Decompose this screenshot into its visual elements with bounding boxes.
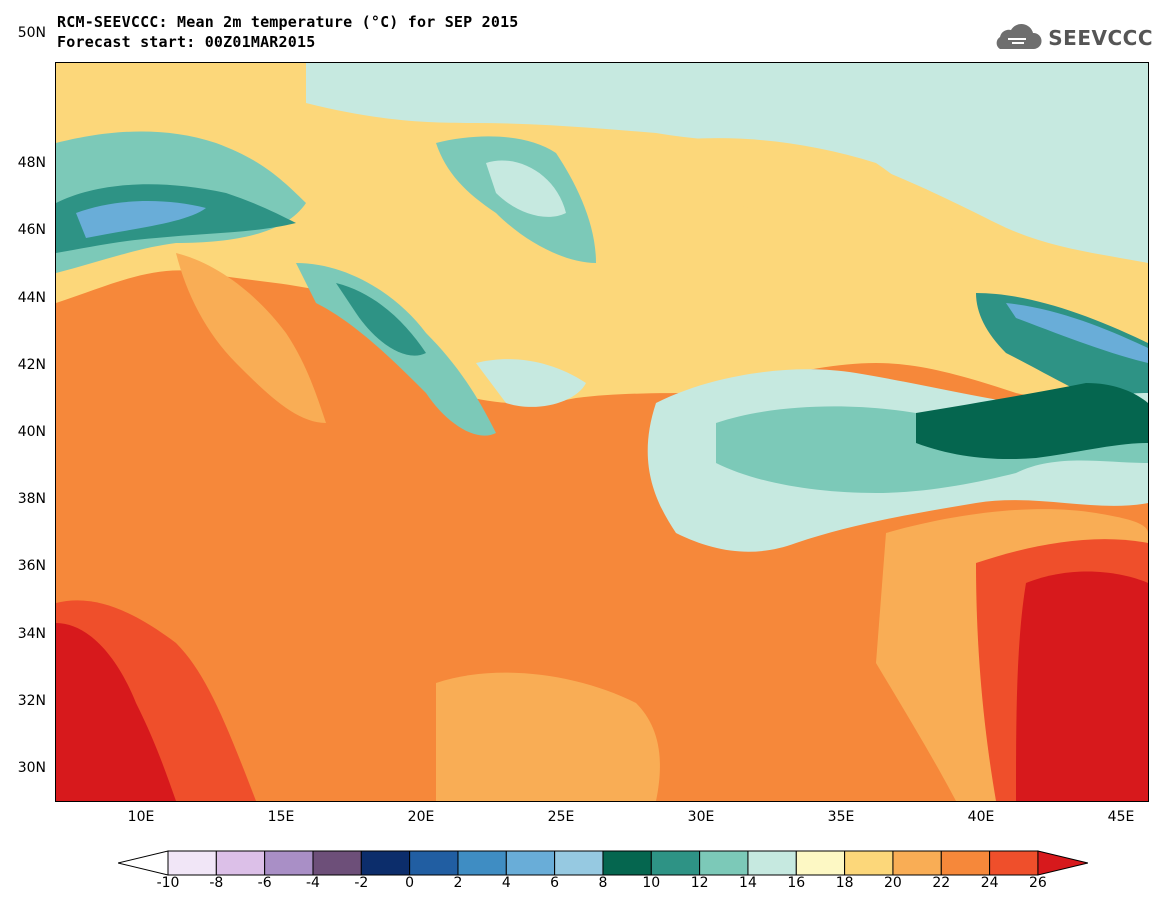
logo-text: SEEVCCC [1048, 26, 1153, 50]
colorbar-box [264, 850, 314, 876]
colorbar-label: 24 [980, 875, 999, 891]
colorbar-label: 10 [642, 875, 661, 891]
colorbar-label: -4 [306, 875, 320, 891]
title-block: RCM-SEEVCCC: Mean 2m temperature (°C) fo… [57, 12, 519, 52]
lat-tick-50N: 50N [17, 25, 46, 41]
lat-tick-40N: 40N [17, 424, 46, 440]
colorbar-box [795, 850, 846, 876]
cloud-logo-icon [996, 24, 1042, 49]
colorbar-label: 8 [598, 875, 608, 891]
colorbar-label: -8 [209, 875, 224, 891]
colorbar-box [457, 850, 507, 876]
colorbar-label: 14 [739, 875, 757, 891]
colorbar-label: 12 [690, 875, 709, 891]
colorbar-box [505, 850, 556, 876]
colorbar-box [602, 850, 652, 876]
colorbar-box [699, 850, 749, 876]
colorbar-box [650, 850, 701, 876]
lon-tick-15E: 15E [267, 809, 295, 825]
lon-tick-25E: 25E [547, 809, 575, 825]
colorbar-label: -2 [354, 875, 369, 891]
seevccc-logo: SEEVCCC [990, 22, 1153, 54]
colorbar-box [554, 850, 604, 876]
lat-tick-48N: 48N [17, 155, 46, 171]
colorbar-box [215, 850, 266, 876]
lat-tick-36N: 36N [17, 558, 46, 574]
colorbar-label: 20 [884, 875, 902, 891]
colorbar-box [167, 850, 217, 876]
lat-tick-44N: 44N [17, 290, 46, 306]
lon-tick-45E: 45E [1107, 809, 1135, 825]
colorbar-box [312, 850, 362, 876]
colorbar-label: -10 [156, 875, 180, 891]
colorbar-box [360, 850, 411, 876]
lon-tick-10E: 10E [127, 809, 155, 825]
lat-tick-34N: 34N [17, 626, 46, 642]
colorbar-box [747, 850, 797, 876]
colorbar-box [844, 850, 894, 876]
colorbar-box [409, 850, 459, 876]
colorbar-box [989, 850, 1039, 876]
lon-tick-40E: 40E [967, 809, 995, 825]
colorbar-label: 26 [1029, 875, 1047, 891]
lat-tick-38N: 38N [17, 491, 46, 507]
colorbar-label: 4 [501, 875, 511, 891]
lon-tick-30E: 30E [687, 809, 715, 825]
lon-tick-35E: 35E [827, 809, 855, 825]
colorbar-label: 2 [453, 875, 463, 891]
lat-tick-42N: 42N [17, 357, 46, 373]
lat-tick-46N: 46N [17, 222, 46, 238]
colorbar-label: 6 [550, 875, 560, 891]
temperature-field [56, 63, 1148, 801]
colorbar-label: 22 [932, 875, 951, 891]
lat-tick-32N: 32N [17, 693, 46, 709]
colorbar-under-triangle [118, 850, 169, 876]
forecast-start: Forecast start: 00Z01MAR2015 [57, 33, 316, 51]
colorbar-label: 18 [835, 875, 854, 891]
colorbar-over-triangle [1037, 850, 1088, 876]
colorbar-box [940, 850, 991, 876]
colorbar-box [892, 850, 942, 876]
colorbar-boxes [118, 850, 1088, 876]
lat-tick-30N: 30N [17, 760, 46, 776]
lon-tick-20E: 20E [407, 809, 435, 825]
colorbar-label: 0 [405, 875, 415, 891]
colorbar-label: -6 [257, 875, 272, 891]
colorbar [118, 850, 1088, 876]
map-title: RCM-SEEVCCC: Mean 2m temperature (°C) fo… [57, 13, 519, 31]
colorbar-label: 16 [787, 875, 806, 891]
temperature-map [55, 62, 1149, 802]
